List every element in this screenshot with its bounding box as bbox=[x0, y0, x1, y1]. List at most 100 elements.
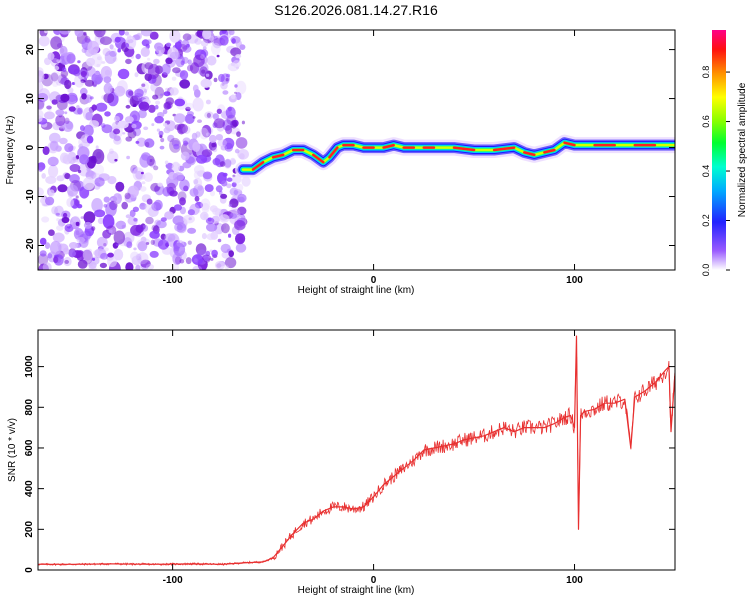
noise-blob bbox=[72, 215, 80, 223]
noise-blob bbox=[160, 217, 167, 222]
noise-blob bbox=[181, 56, 189, 64]
noise-blob bbox=[109, 148, 114, 154]
noise-blob bbox=[54, 205, 64, 217]
noise-blob bbox=[79, 154, 89, 165]
noise-blob bbox=[196, 154, 208, 164]
snr-y-ticks: 0 200 400 600 800 1000 bbox=[24, 355, 675, 573]
noise-blob bbox=[220, 243, 231, 253]
noise-blob bbox=[194, 195, 200, 202]
noise-blob bbox=[182, 45, 192, 53]
colorbar-tick-label: 0.4 bbox=[701, 165, 711, 178]
noise-blob bbox=[234, 148, 240, 154]
noise-blob bbox=[212, 158, 221, 166]
noise-blob bbox=[162, 109, 168, 115]
noise-blob bbox=[224, 257, 237, 269]
x-tick-label: 0 bbox=[371, 575, 377, 586]
noise-blob bbox=[224, 158, 232, 168]
colorbar-tick-label: 0.0 bbox=[701, 264, 711, 277]
noise-blob bbox=[131, 123, 137, 129]
noise-blob bbox=[94, 209, 106, 218]
noise-blob bbox=[104, 111, 111, 117]
snr-series bbox=[38, 335, 675, 567]
noise-blob bbox=[234, 91, 238, 94]
noise-blob bbox=[96, 63, 101, 68]
noise-blob bbox=[189, 188, 199, 197]
noise-blob bbox=[63, 247, 70, 255]
noise-blob bbox=[124, 31, 130, 36]
noise-blob bbox=[172, 67, 181, 74]
noise-blob bbox=[114, 158, 118, 162]
noise-blob bbox=[235, 233, 246, 245]
noise-blob bbox=[52, 232, 65, 243]
noise-blob bbox=[142, 224, 149, 232]
noise-blob bbox=[194, 38, 202, 45]
noise-blob bbox=[121, 201, 128, 210]
noise-blob bbox=[231, 38, 236, 44]
noise-blob bbox=[230, 120, 238, 129]
noise-blob bbox=[42, 262, 52, 270]
noise-blob bbox=[60, 93, 70, 103]
noise-blob bbox=[96, 236, 108, 249]
noise-blob bbox=[211, 249, 218, 257]
noise-region bbox=[38, 30, 251, 270]
noise-blob bbox=[154, 104, 159, 110]
noise-blob bbox=[49, 240, 62, 255]
noise-blob bbox=[202, 171, 213, 180]
ridge-peak bbox=[328, 146, 339, 159]
noise-blob bbox=[171, 76, 177, 81]
noise-blob bbox=[38, 88, 50, 102]
noise-blob bbox=[138, 101, 150, 112]
noise-blob bbox=[109, 44, 114, 50]
noise-blob bbox=[211, 142, 216, 148]
noise-blob bbox=[126, 241, 133, 249]
noise-blob bbox=[141, 152, 151, 161]
y-tick-label: 10 bbox=[25, 93, 36, 105]
noise-blob bbox=[228, 233, 232, 238]
snr-x-label: Height of straight line (km) bbox=[298, 585, 415, 596]
noise-blob bbox=[94, 248, 106, 259]
noise-blob bbox=[48, 229, 55, 236]
snr-y-label: SNR (10 * v/v) bbox=[7, 418, 18, 482]
noise-blob bbox=[192, 116, 196, 119]
noise-blob bbox=[231, 182, 237, 188]
noise-blob bbox=[154, 116, 164, 124]
noise-blob bbox=[222, 172, 228, 177]
noise-blob bbox=[230, 94, 236, 100]
noise-blob bbox=[48, 189, 55, 197]
noise-blob bbox=[199, 127, 209, 140]
noise-blob bbox=[179, 259, 185, 264]
noise-blob bbox=[64, 117, 70, 125]
noise-blob bbox=[205, 217, 215, 225]
noise-blob bbox=[80, 87, 88, 96]
noise-blob bbox=[56, 225, 64, 231]
noise-blob bbox=[206, 55, 217, 66]
noise-blob bbox=[41, 216, 50, 223]
noise-blob bbox=[173, 113, 186, 124]
noise-blob bbox=[53, 256, 59, 264]
noise-blob bbox=[135, 53, 141, 60]
ridge-peak bbox=[251, 160, 265, 171]
noise-blob bbox=[194, 178, 203, 188]
x-tick-label: -100 bbox=[163, 575, 183, 586]
noise-blob bbox=[86, 167, 91, 172]
noise-blob bbox=[103, 196, 111, 203]
noise-blob bbox=[38, 187, 44, 197]
noise-blob bbox=[61, 153, 72, 164]
noise-blob bbox=[217, 138, 227, 147]
noise-blob bbox=[117, 68, 130, 80]
noise-blob bbox=[180, 151, 190, 161]
noise-blob bbox=[236, 131, 241, 137]
noise-blob bbox=[235, 137, 248, 149]
noise-blob bbox=[89, 96, 94, 100]
noise-blob bbox=[80, 79, 86, 83]
noise-blob bbox=[69, 164, 81, 172]
ridge-peak bbox=[382, 143, 395, 149]
noise-blob bbox=[156, 220, 167, 229]
y-tick-label: 200 bbox=[24, 521, 35, 538]
noise-blob bbox=[204, 111, 214, 119]
noise-blob bbox=[216, 54, 220, 58]
noise-blob bbox=[39, 237, 47, 246]
noise-blob bbox=[187, 227, 197, 234]
noise-blob bbox=[130, 224, 142, 236]
noise-blob bbox=[45, 176, 57, 184]
